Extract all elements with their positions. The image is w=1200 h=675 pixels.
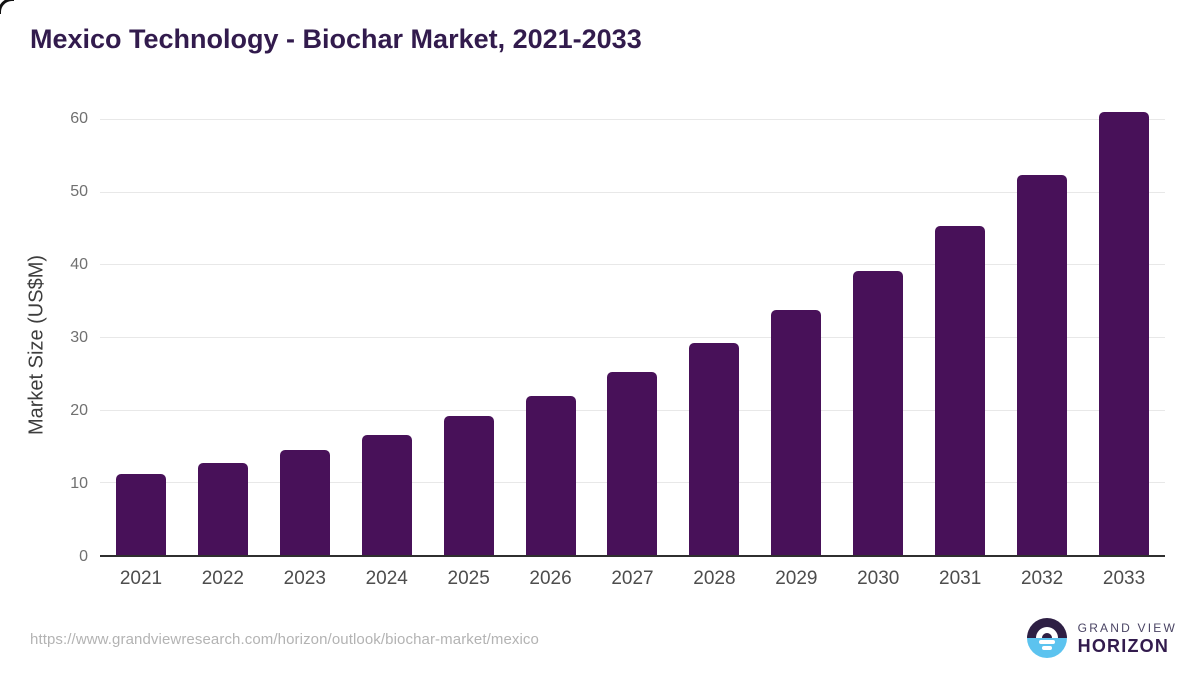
x-tick-label-2027: 2027	[611, 568, 654, 589]
y-tick-label-60: 60	[70, 109, 88, 127]
y-tick-label-20: 20	[70, 401, 88, 419]
bar-slot-2029	[755, 97, 837, 555]
bar-slot-2026	[510, 97, 592, 555]
icon-sun-arc	[1035, 627, 1058, 638]
x-tick-label-2033: 2033	[1102, 568, 1146, 589]
x-tick-label-2030: 2030	[857, 568, 900, 589]
bar-slot-2024	[346, 97, 428, 555]
bar-slot-2031	[919, 97, 1001, 555]
bar-slot-2027	[592, 97, 674, 555]
plot-area	[100, 97, 1165, 557]
bar-slot-2033	[1083, 97, 1165, 555]
bar-series	[100, 97, 1165, 555]
horizon-sun-icon	[1026, 618, 1067, 658]
y-tick-label-30: 30	[70, 328, 88, 346]
bar-slot-2028	[673, 97, 755, 555]
gridline-60	[100, 118, 1165, 120]
y-tick-label-10: 10	[70, 474, 88, 492]
bar-2021[interactable]	[115, 474, 166, 555]
y-tick-label-40: 40	[70, 255, 88, 273]
logo-line-horizon: HORIZON	[1077, 635, 1170, 656]
x-tick-label-2032: 2032	[1020, 568, 1064, 589]
bar-2028[interactable]	[689, 342, 740, 555]
frame-corner-artifact	[0, 0, 14, 14]
bar-slot-2025	[428, 97, 510, 555]
gridline-30	[100, 336, 1165, 338]
chart-title: Mexico Technology - Biochar Market, 2021…	[30, 24, 642, 54]
y-tick-label-50: 50	[70, 182, 88, 200]
y-axis-title: Market Size (US$M)	[25, 254, 48, 436]
bar-2033[interactable]	[1099, 112, 1150, 555]
bar-2027[interactable]	[607, 371, 658, 555]
bar-2032[interactable]	[1017, 174, 1068, 555]
bar-2026[interactable]	[525, 395, 576, 555]
y-tick-label-0: 0	[79, 548, 88, 565]
source-url: https://www.grandviewresearch.com/horizo…	[30, 631, 539, 648]
y-axis-ticks: 0 10 20 30 40 50 60	[55, 97, 88, 565]
bar-2024[interactable]	[361, 435, 412, 555]
bar-2022[interactable]	[197, 463, 248, 555]
gridline-50	[100, 191, 1165, 193]
bar-slot-2023	[264, 97, 346, 555]
bar-2029[interactable]	[771, 310, 822, 555]
bar-2030[interactable]	[853, 270, 904, 555]
logo-line-grand-view: GRAND VIEW	[1077, 620, 1177, 635]
bar-2025[interactable]	[443, 416, 494, 555]
x-tick-label-2021: 2021	[119, 568, 163, 589]
x-tick-label-2025: 2025	[447, 568, 490, 589]
x-tick-label-2029: 2029	[775, 568, 818, 589]
x-axis-labels: 2021 2022 2023 2024 2025 2026 2027 2028 2029 2030…	[100, 568, 1165, 590]
gridline-40	[100, 264, 1165, 266]
x-tick-label-2031: 2031	[939, 568, 982, 589]
grand-view-horizon-logo: GRAND VIEW HORIZON	[1026, 618, 1177, 658]
x-tick-label-2024: 2024	[365, 568, 408, 589]
x-tick-label-2022: 2022	[201, 568, 245, 589]
icon-sun-hole	[1041, 633, 1052, 638]
logo-text: GRAND VIEW HORIZON	[1078, 621, 1177, 656]
icon-horizon-line-1	[1038, 640, 1055, 644]
bar-slot-2030	[837, 97, 919, 555]
bar-slot-2021	[100, 97, 182, 555]
bar-2023[interactable]	[279, 450, 330, 555]
x-tick-label-2023: 2023	[283, 568, 326, 589]
bar-2031[interactable]	[935, 225, 986, 555]
icon-horizon-line-2	[1041, 646, 1052, 650]
x-tick-label-2028: 2028	[693, 568, 736, 589]
x-tick-label-2026: 2026	[529, 568, 572, 589]
bar-slot-2032	[1001, 97, 1083, 555]
bar-slot-2022	[182, 97, 264, 555]
